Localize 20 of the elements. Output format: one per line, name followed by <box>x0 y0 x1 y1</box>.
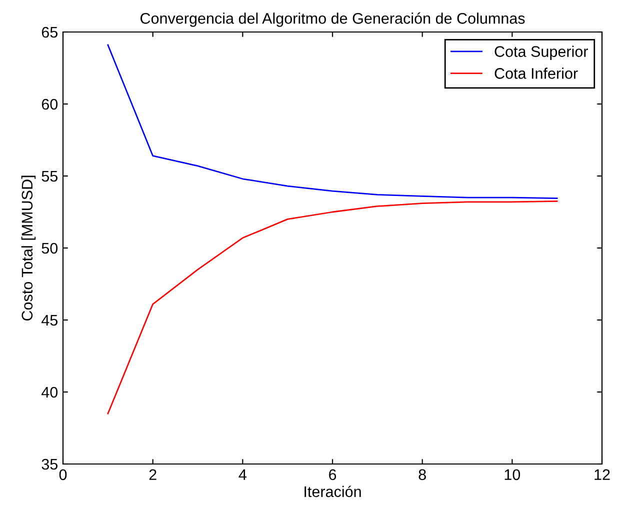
x-axis-title: Iteración <box>304 486 361 498</box>
x-tick-label: 4 <box>238 469 246 480</box>
chart-title: Convergencia del Algoritmo de Generación de Columnas <box>140 12 525 27</box>
y-tick-label: 50 <box>42 242 58 254</box>
y-tick-label: 65 <box>42 26 58 38</box>
x-tick-label: 12 <box>594 469 610 480</box>
y-tick-label: 55 <box>42 171 58 182</box>
y-tick-label: 45 <box>42 315 58 326</box>
legend-label: Cota Inferior <box>494 68 578 79</box>
x-tick-label: 10 <box>504 469 520 480</box>
line-series <box>107 200 558 414</box>
x-tick-label: 2 <box>149 469 156 480</box>
y-tick-label: 60 <box>42 98 58 110</box>
y-tick-label: 40 <box>42 386 58 398</box>
y-axis-title: Costo Total [MMUSD] <box>21 176 36 321</box>
y-tick-label: 35 <box>42 458 58 470</box>
x-tick-label: 8 <box>418 469 426 480</box>
x-tick-label: 6 <box>329 469 336 480</box>
x-tick-label: 0 <box>59 469 67 480</box>
legend-label: Cota Superior <box>494 46 588 60</box>
